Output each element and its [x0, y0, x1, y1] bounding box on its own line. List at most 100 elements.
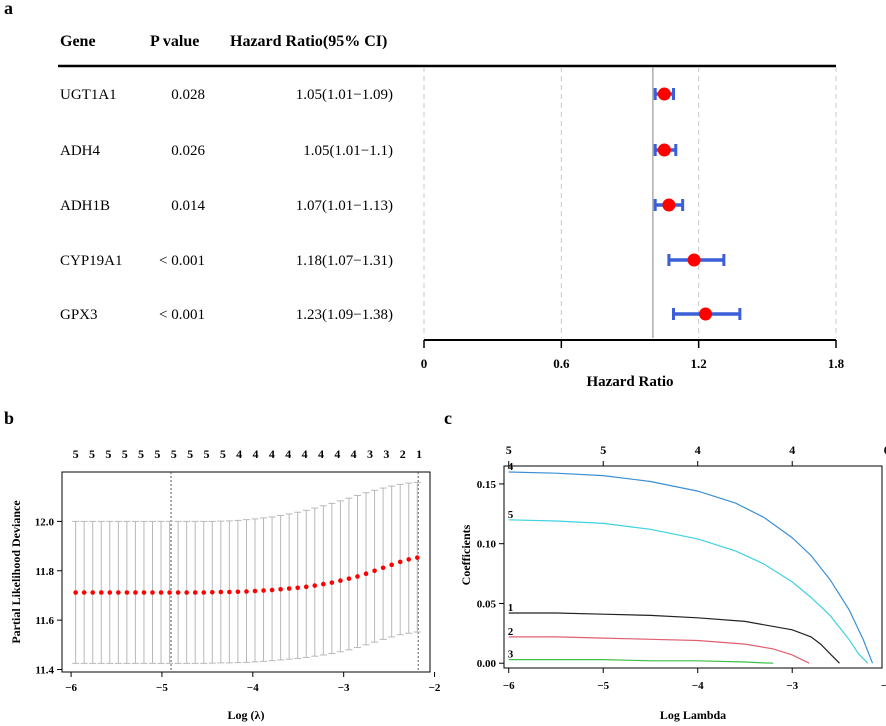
top-axis-label: 5 [154, 447, 160, 461]
y-tick-label: 11.4 [35, 665, 54, 677]
deviance-point [167, 590, 172, 595]
y-axis-title: Coefficients [459, 524, 473, 585]
plot-frame [61, 471, 431, 673]
gene-label: ADH4 [60, 143, 100, 159]
hr-ci-text: 1.23(1.09−1.38) [296, 307, 393, 323]
x-axis-title: Hazard Ratio [586, 374, 673, 390]
deviance-point [158, 590, 164, 595]
hr-point [657, 87, 671, 101]
x-tick-label: 0 [421, 356, 428, 371]
top-axis-label: 0 [884, 443, 886, 457]
gene-label: ADH1B [60, 198, 110, 214]
top-axis-label: 5 [506, 443, 512, 457]
deviance-point [380, 565, 386, 571]
top-axis-label: 5 [138, 447, 144, 461]
deviance-point [90, 590, 96, 595]
series-label: 5 [508, 509, 514, 521]
coefficient-path [508, 658, 774, 664]
deviance-point [363, 571, 369, 577]
deviance-point [116, 590, 121, 595]
deviance-point [98, 590, 104, 595]
x-tick-label: −2 [429, 682, 441, 694]
deviance-point [175, 590, 181, 595]
deviance-point [81, 590, 87, 595]
x-tick-label: −5 [156, 682, 168, 694]
hr-point [687, 253, 701, 267]
x-tick-label: 1.8 [828, 356, 845, 371]
top-axis-label: 4 [334, 447, 340, 461]
top-axis-label: 4 [285, 447, 291, 461]
gene-label: UGT1A1 [60, 87, 117, 103]
deviance-point [124, 590, 130, 595]
top-axis-label: 5 [105, 447, 111, 461]
x-tick-label: −3 [338, 682, 350, 694]
p-value: < 0.001 [159, 307, 205, 323]
deviance-point [192, 590, 198, 595]
x-tick-label: −4 [692, 680, 704, 692]
series-label: 3 [508, 649, 514, 661]
top-axis-label: 3 [383, 447, 389, 461]
hr-ci-text: 1.07(1.01−1.13) [296, 198, 393, 214]
top-axis-label: 3 [367, 447, 373, 461]
series-label: 2 [508, 626, 514, 638]
deviance-point [414, 555, 420, 560]
top-axis-label: 2 [400, 447, 406, 461]
top-axis-label: 5 [600, 443, 606, 457]
panel-label-b: b [4, 408, 14, 428]
deviance-point [397, 559, 403, 565]
coefficient-path [508, 519, 869, 664]
deviance-point [355, 574, 360, 579]
deviance-point [150, 590, 155, 595]
top-axis-label: 1 [416, 447, 422, 461]
deviance-point [406, 557, 412, 562]
x-tick-label: −5 [597, 680, 609, 692]
top-axis-label: 5 [122, 447, 128, 461]
deviance-point [372, 568, 377, 574]
coefficient-path [508, 612, 840, 664]
x-tick-label: 0.6 [553, 356, 570, 371]
panel-b-cv-deviance-plot: b5 5 5 5 5 5 5 5 5 5 4 4 4 4 4 4 4 4 3 3 2 111.411.611.812.0−… [4, 408, 441, 722]
column-header: Gene [60, 33, 96, 50]
y-tick-label: 0.05 [477, 598, 497, 610]
hr-ci-text: 1.05(1.01−1.09) [296, 87, 393, 103]
coefficient-path [508, 471, 874, 664]
deviance-point [141, 590, 147, 595]
coefficient-path [508, 636, 810, 664]
y-tick-label: 12.0 [35, 516, 55, 528]
x-axis-title: Log (λ) [228, 708, 265, 722]
deviance-point [346, 576, 352, 581]
x-tick-label: −6 [65, 682, 77, 694]
deviance-point [261, 588, 266, 593]
deviance-point [278, 586, 283, 592]
x-axis-title: Log Lambda [660, 708, 726, 722]
top-axis-label: 5 [73, 447, 79, 461]
deviance-point [389, 562, 394, 568]
plot-frame [503, 465, 883, 669]
y-tick-label: 0.10 [477, 539, 497, 551]
x-tick-label: 1.2 [691, 356, 707, 371]
top-axis-label: 4 [695, 443, 701, 457]
deviance-point [295, 585, 301, 591]
y-tick-label: 11.8 [35, 566, 54, 578]
p-value: < 0.001 [159, 253, 205, 269]
hr-point [699, 307, 713, 321]
deviance-point [303, 584, 309, 590]
x-tick-label: −3 [786, 680, 798, 692]
deviance-point [184, 590, 189, 595]
deviance-point [286, 586, 292, 591]
deviance-point [73, 590, 78, 595]
series-label: 4 [508, 461, 514, 473]
panel-a-forest-plot: a Gene P value Hazard Ratio(95% CI) UGT1A1 0.… [4, 0, 845, 390]
top-axis-label: 4 [318, 447, 324, 461]
deviance-point [269, 587, 275, 593]
p-value: 0.028 [171, 87, 205, 103]
hr-point [657, 143, 671, 157]
top-axis-label: 4 [789, 443, 795, 457]
hr-ci-text: 1.18(1.07−1.31) [296, 253, 393, 269]
deviance-point [235, 589, 241, 595]
deviance-point [218, 589, 224, 595]
y-axis-title: Partial Likelihood Deviance [9, 500, 23, 644]
top-axis-label: 4 [351, 447, 357, 461]
deviance-point [312, 583, 318, 588]
